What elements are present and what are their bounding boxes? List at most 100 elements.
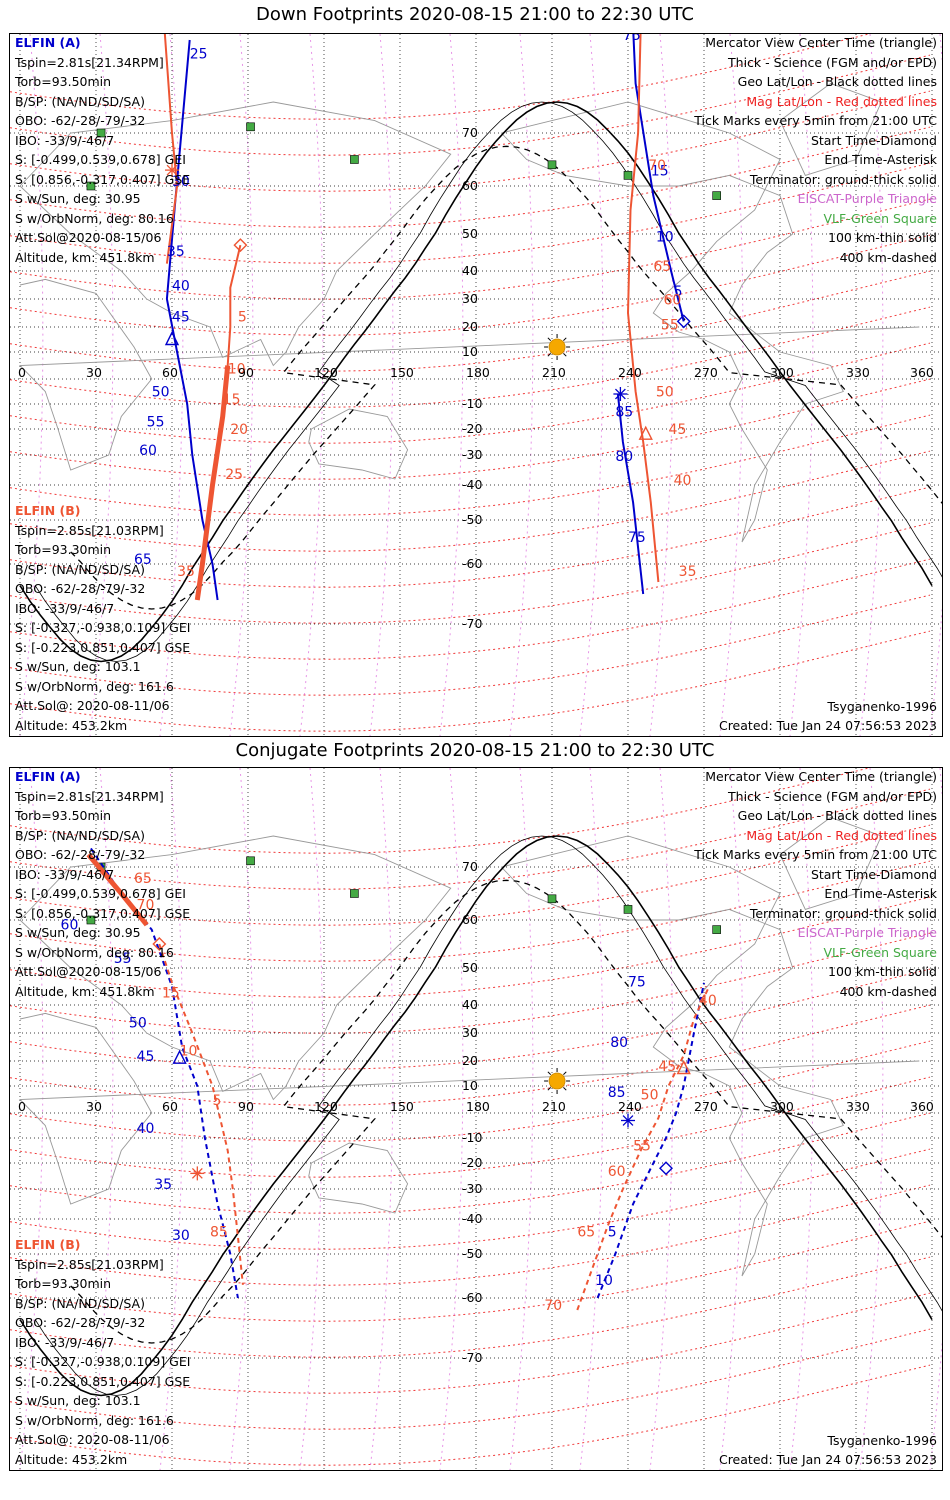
mag-lat-line xyxy=(10,860,931,962)
end-time-asterisk xyxy=(165,163,179,178)
elfin-a-info-line: OBO: -62/-28/-79/-32 xyxy=(15,847,146,862)
map-canvas: 2530354045505560655101520253575151057065… xyxy=(10,34,942,736)
lat-tick-label: 60 xyxy=(462,178,478,193)
elfin-a-tick-label: 25 xyxy=(190,47,208,63)
mag-lon-line xyxy=(229,34,254,736)
coastline xyxy=(18,278,920,471)
elfin-a-info-line: B/SP: (NA/ND/SD/SA) xyxy=(15,827,145,843)
lon-tick-label: 0 xyxy=(18,365,26,380)
terminator-400km xyxy=(70,879,942,1344)
coastline xyxy=(779,82,882,176)
end-time-asterisk xyxy=(621,1113,635,1128)
elfin-a-info-line: Torb=93.50min xyxy=(15,808,112,823)
center-time-triangle xyxy=(676,1059,691,1075)
mag-lat-line xyxy=(10,1328,931,1430)
elfin-b-tick-label: 10 xyxy=(228,362,246,378)
legend-line: EISCAT-Purple Triangle xyxy=(797,925,937,940)
lon-tick-label: 210 xyxy=(542,1099,566,1114)
start-time-diamond xyxy=(152,937,167,951)
lat-tick-label: -30 xyxy=(462,447,483,462)
lon-tick-label: 30 xyxy=(86,365,102,380)
coastline xyxy=(308,408,409,480)
lat-tick-label: 10 xyxy=(462,1078,478,1093)
lat-tick-label: -60 xyxy=(462,556,483,571)
lon-tick-label: 300 xyxy=(770,365,794,380)
elfin-a-tick-label: 50 xyxy=(152,385,170,401)
lon-tick-label: 0 xyxy=(18,1099,26,1114)
mag-lat-line xyxy=(10,34,871,120)
lon-tick-label: 240 xyxy=(618,365,642,380)
geo-grid xyxy=(10,34,942,736)
mag-lat-line xyxy=(10,54,931,156)
elfin-b-tick-label: 70 xyxy=(137,897,155,913)
elfin-a-info-line: IBO: -33/9/-46/7 xyxy=(15,866,115,882)
lon-tick-label: 150 xyxy=(390,365,414,380)
elfin-b-info-line: OBO: -62/-28/-79/-32 xyxy=(15,1315,146,1330)
elfin-a-track-3 xyxy=(616,393,645,595)
legend-line: Terminator: ground-thick solid xyxy=(749,905,937,921)
elfin-a-title: ELFIN (A) xyxy=(15,769,81,784)
elfin-b-info-line: IBO: -33/9/-46/7 xyxy=(15,600,115,616)
elfin-a-tick-label: 30 xyxy=(172,174,190,190)
elfin-b-tick-label: 45 xyxy=(669,422,687,438)
legend-line: Tick Marks every 5min from 21:00 UTC xyxy=(694,847,937,862)
lon-tick-label: 60 xyxy=(162,365,178,380)
elfin-a-info-line: B/SP: (NA/ND/SD/SA) xyxy=(15,93,145,109)
lat-tick-label: 60 xyxy=(462,912,478,927)
terminator-ground xyxy=(19,101,933,663)
elfin-a-tick-label: 35 xyxy=(167,244,185,260)
vlf-station-marker xyxy=(547,160,557,170)
elfin-a-info-line: S: [-0.499,0.539,0.678] GEI xyxy=(15,886,186,901)
legend-line: Mag Lat/Lon - Red dotted lines xyxy=(746,827,937,843)
legend-line: Start Time-Diamond xyxy=(810,132,937,148)
legend-line: Terminator: ground-thick solid xyxy=(749,171,937,187)
legend-line: Geo Lat/Lon - Black dotted lines xyxy=(737,808,937,823)
mag-lat-line xyxy=(10,126,931,228)
elfin-b-title: ELFIN (B) xyxy=(15,503,81,518)
mag-lon-line xyxy=(789,768,814,1470)
elfin-b-tick-label: 5 xyxy=(238,309,247,325)
mag-lat-line xyxy=(10,1040,931,1142)
elfin-a-info-line: IBO: -33/9/-46/7 xyxy=(15,132,115,148)
elfin-a-tick-label: 75 xyxy=(628,975,646,991)
mag-lat-line xyxy=(10,414,931,516)
vlf-station-marker xyxy=(712,925,721,934)
panel-title-conjugate: Conjugate Footprints 2020-08-15 21:00 to… xyxy=(235,740,715,761)
elfin-a-tick-label: 80 xyxy=(610,1035,628,1051)
legend-line: Tick Marks every 5min from 21:00 UTC xyxy=(694,113,937,128)
mag-lon-line xyxy=(299,768,324,1470)
elfin-b-info-line: Altitude: 453.2km xyxy=(15,1451,128,1467)
elfin-b-info-line: Torb=93.30min xyxy=(15,1276,112,1291)
elfin-a-info-line: Altitude, km: 451.8km xyxy=(15,249,155,265)
lon-tick-label: 270 xyxy=(694,1099,718,1114)
legend-line: VLF-Green Square xyxy=(823,944,937,960)
elfin-b-info-line: S: [-0.223,0.851,0.407] GSE xyxy=(15,639,191,655)
vlf-station-marker xyxy=(712,191,721,200)
elfin-b-track-2-science xyxy=(194,365,231,601)
elfin-a-tick-label: 35 xyxy=(154,1177,172,1193)
elfin-b-track-2 xyxy=(158,943,244,1285)
elfin-a-tick-label: 45 xyxy=(172,309,190,325)
lon-tick-label: 360 xyxy=(910,1099,934,1114)
lat-tick-label: -60 xyxy=(462,1290,483,1305)
mag-lat-line xyxy=(10,1256,931,1358)
lat-tick-label: -40 xyxy=(462,1211,483,1226)
elfin-b-tick-label: 60 xyxy=(608,1164,626,1180)
elfin-a-info-line: S w/OrbNorm, deg: 80.16 xyxy=(15,210,174,226)
mag-lat-line xyxy=(10,486,931,588)
mag-lon-line xyxy=(789,34,814,736)
mag-grid xyxy=(10,34,942,736)
elfin-b-info-line: S: [-0.327,-0.938,0.109] GEI xyxy=(15,620,191,635)
elfin-b-tick-label: 65 xyxy=(577,1225,595,1241)
lat-tick-label: -30 xyxy=(462,1181,483,1196)
elfin-a-tick-label: 10 xyxy=(595,1273,613,1289)
elfin-a-tick-label: 55 xyxy=(147,415,165,431)
coastline xyxy=(18,1012,920,1205)
mag-lat-line xyxy=(10,198,931,300)
elfin-b-title: ELFIN (B) xyxy=(15,1237,81,1252)
legend-line: Thick - Science (FGM and/or EPD) xyxy=(728,788,937,804)
elfin-b-info-line: IBO: -33/9/-46/7 xyxy=(15,1334,115,1350)
lat-tick-label: -10 xyxy=(462,1130,483,1145)
elfin-b-tick-label: 55 xyxy=(661,318,679,334)
elfin-b-tick-label: 60 xyxy=(663,293,681,309)
